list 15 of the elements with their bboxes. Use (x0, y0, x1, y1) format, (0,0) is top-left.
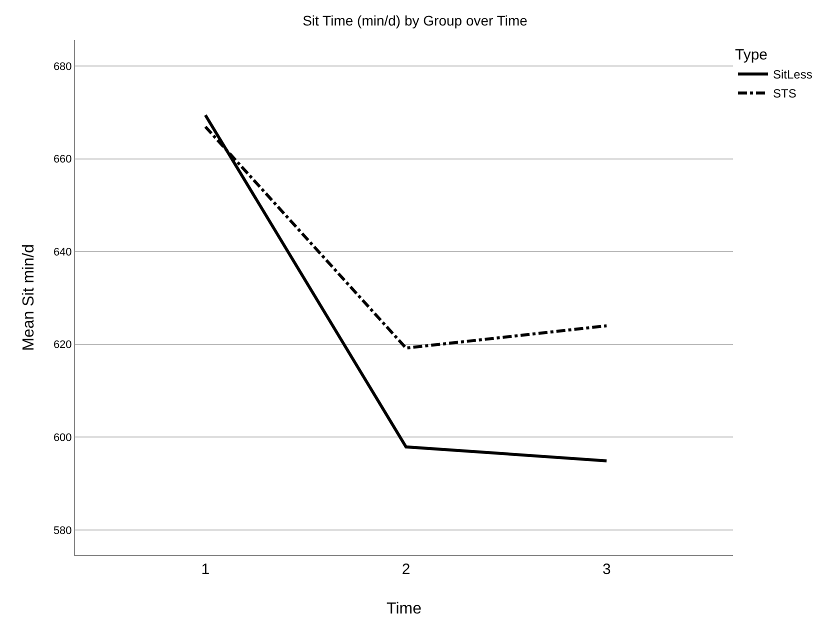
x-tick-label: 2 (402, 561, 410, 578)
legend-title: Type (735, 46, 768, 64)
x-tick-label: 3 (602, 561, 611, 578)
y-tick-label: 600 (53, 432, 72, 444)
y-tick-label: 640 (53, 246, 72, 258)
legend-label: STS (773, 86, 796, 101)
x-axis-title: Time (386, 600, 422, 618)
y-axis-title: Mean Sit min/d (20, 244, 38, 351)
chart-title: Sit Time (min/d) by Group over Time (302, 12, 528, 28)
y-tick-label: 680 (53, 60, 72, 73)
x-tick-label: 1 (201, 561, 210, 578)
legend-label: SitLess (773, 68, 812, 82)
y-tick-label: 660 (53, 154, 72, 166)
y-tick-label: 620 (53, 339, 72, 352)
y-tick-label: 580 (53, 524, 72, 537)
